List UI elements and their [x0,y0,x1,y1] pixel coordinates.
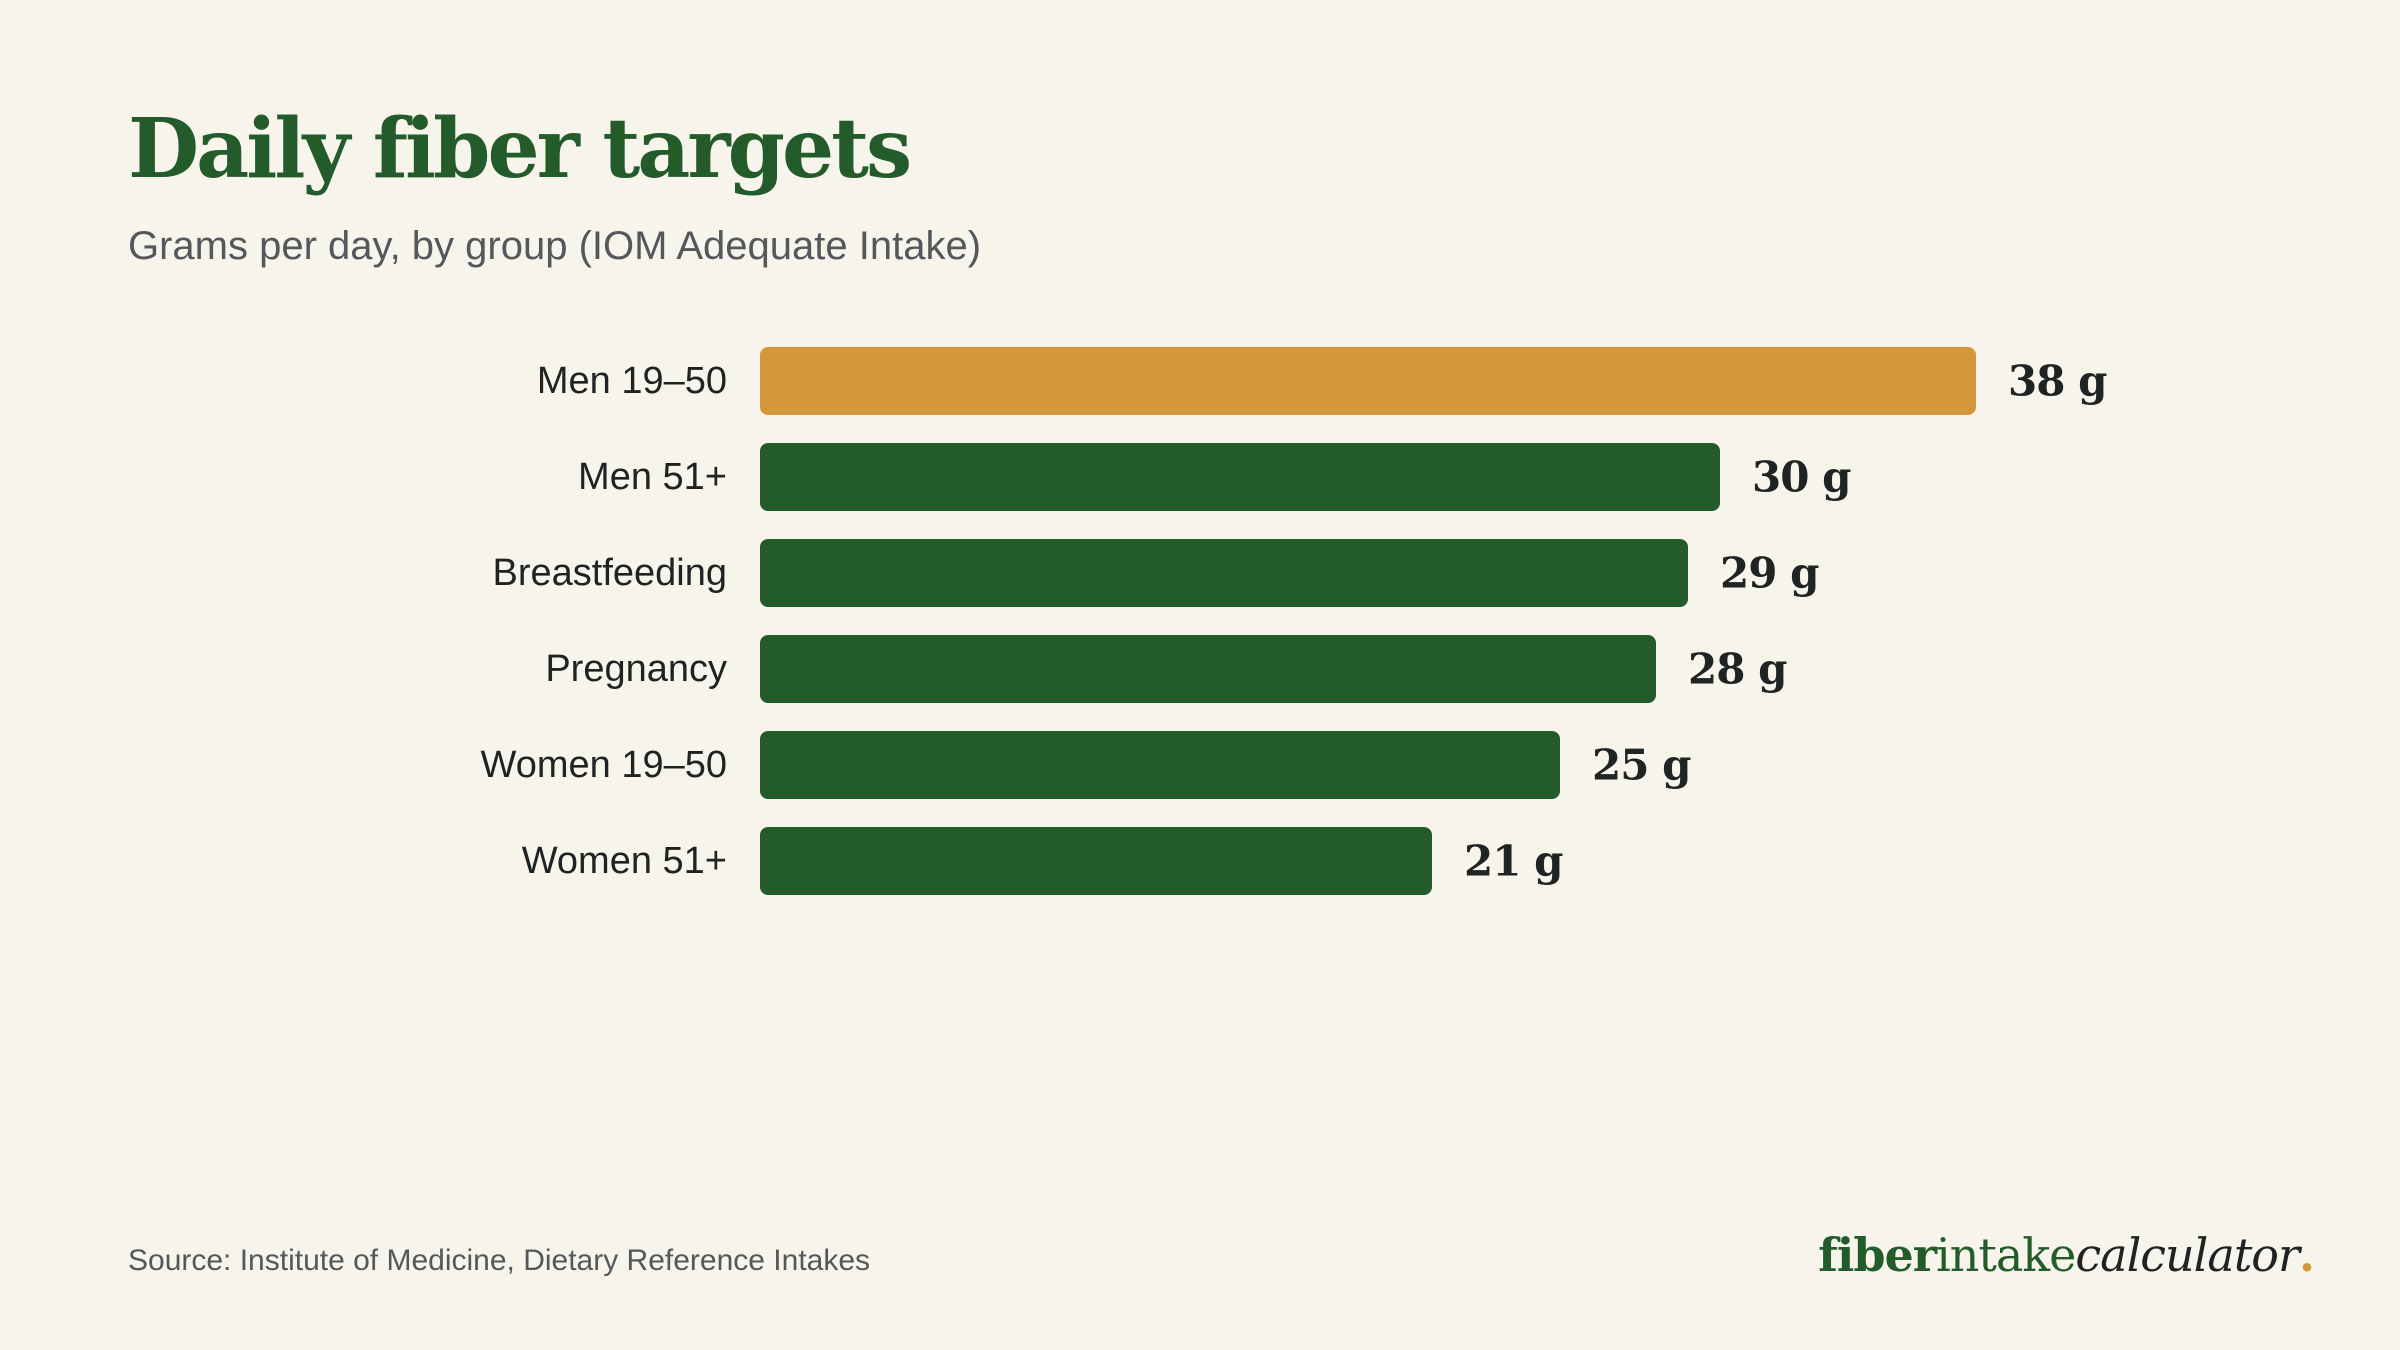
value-label: 21 g [1464,837,1563,886]
chart-title: Daily fiber targets [128,101,912,197]
brand-logo-part-calculator: calculator [2075,1228,2300,1282]
value-label: 25 g [1592,741,1691,790]
category-label: Men 51+ [578,456,727,498]
chart-subtitle: Grams per day, by group (IOM Adequate In… [128,224,982,268]
bar [760,635,1656,703]
brand-logo: fiberintakecalculator. [1818,1232,2315,1278]
category-label: Women 51+ [522,840,727,882]
bar [760,731,1560,799]
value-label: 30 g [1752,453,1851,502]
brand-logo-dot: . [2298,1228,2315,1282]
category-label: Breastfeeding [493,552,728,594]
bar [760,827,1432,895]
brand-logo-part-fiber: fiber [1818,1228,1937,1282]
category-label: Men 19–50 [537,360,727,402]
bar [760,443,1720,511]
value-label: 29 g [1720,549,1819,598]
source-note: Source: Institute of Medicine, Dietary R… [128,1244,871,1277]
category-label: Pregnancy [545,648,727,690]
bar [760,347,1976,415]
value-label: 28 g [1688,645,1787,694]
value-label: 38 g [2008,357,2107,406]
bar [760,539,1688,607]
category-label: Women 19–50 [481,744,727,786]
brand-logo-part-intake: intake [1936,1228,2076,1282]
